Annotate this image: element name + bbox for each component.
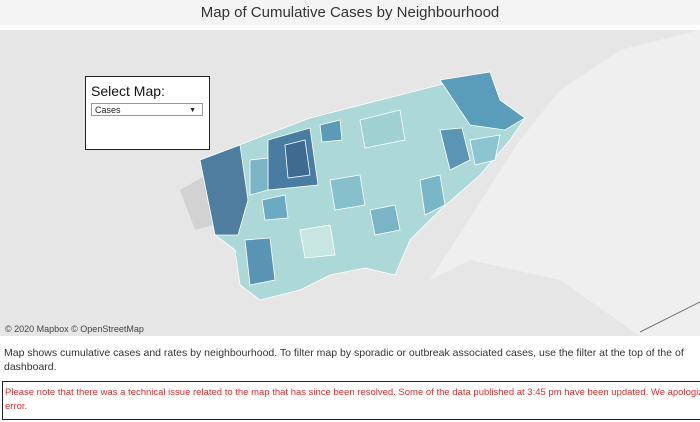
map[interactable]: Select Map: Cases ▼ © 2020 Mapbox © OpenS… [0,30,700,336]
title: Map of Cumulative Cases by Neighbourhood [0,0,700,25]
map-select[interactable]: Cases ▼ [91,103,203,116]
dropdown-arrow: ▼ [189,107,196,114]
select-panel: Select Map: Cases ▼ [85,76,210,150]
lake [430,30,700,336]
select-label: Select Map: [91,83,165,99]
select-value: Cases [95,105,121,115]
attribution: © 2020 Mapbox © OpenStreetMap [5,324,144,334]
notice: Please note that there was a technical i… [5,387,700,412]
description: Map shows cumulative cases and rates by … [4,347,684,373]
notice-box: Please note that there was a technical i… [2,381,700,420]
neighbourhoods [199,71,526,301]
road [639,301,700,333]
map-canvas [180,30,700,336]
